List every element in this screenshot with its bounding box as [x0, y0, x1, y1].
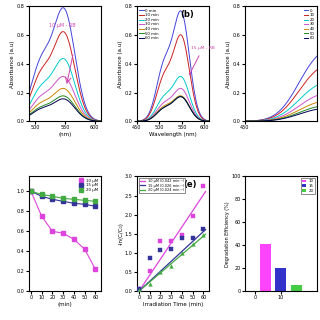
Line: 15 μM: 15 μM [29, 190, 97, 208]
Legend: 10, 15, 20: 10, 15, 20 [301, 178, 315, 194]
20 μM (0.024 min⁻¹) [149, 279, 153, 283]
Line: 10 μM: 10 μM [29, 190, 97, 271]
10 μM [29, 189, 33, 193]
10 μM (0.042 min⁻¹) [137, 289, 141, 293]
Point [147, 255, 152, 260]
10 μM [93, 267, 97, 271]
15 μM (0.026 min⁻¹) [140, 287, 144, 291]
Point [180, 232, 185, 237]
Point [136, 287, 141, 292]
Legend: 0 min, 10 min, 20 min, 30 min, 40 min, 50 min, 60 min: 0 min, 10 min, 20 min, 30 min, 40 min, 5… [139, 8, 159, 41]
20 μM [29, 189, 33, 193]
20 μM [51, 195, 54, 198]
Bar [275, 268, 286, 291]
10 μM [40, 214, 44, 218]
Point [158, 269, 163, 275]
Point [201, 183, 206, 188]
15 μM [61, 199, 65, 203]
Text: (e): (e) [184, 180, 197, 189]
15 μM [29, 189, 33, 193]
Point [201, 232, 206, 237]
Line: 10 μM (0.042 min⁻¹): 10 μM (0.042 min⁻¹) [139, 191, 205, 291]
10 μM (0.042 min⁻¹) [140, 285, 144, 289]
Y-axis label: Absorbance (a.u): Absorbance (a.u) [11, 40, 15, 87]
20 μM (0.024 min⁻¹) [140, 287, 144, 291]
Y-axis label: Absorbance (a.u): Absorbance (a.u) [118, 40, 124, 87]
Point [190, 213, 195, 218]
20 μM [61, 196, 65, 200]
Y-axis label: Degradation Efficiency (%): Degradation Efficiency (%) [225, 201, 230, 267]
Text: 15 μM - RB: 15 μM - RB [189, 46, 215, 75]
Text: (b): (b) [180, 10, 194, 19]
20 μM (0.024 min⁻¹) [155, 274, 159, 278]
Point [180, 236, 185, 241]
10 μM [51, 229, 54, 233]
Point [169, 246, 174, 252]
20 μM [40, 192, 44, 196]
10 μM (0.042 min⁻¹) [141, 283, 145, 287]
Legend: 0, 10, 20, 30, 40, 50, 60: 0, 10, 20, 30, 40, 50, 60 [303, 8, 315, 41]
Point [201, 227, 206, 232]
20 μM (0.024 min⁻¹) [137, 289, 141, 293]
15 μM [83, 203, 87, 206]
Point [136, 287, 141, 292]
Line: 20 μM (0.024 min⁻¹): 20 μM (0.024 min⁻¹) [139, 234, 205, 291]
10 μM [72, 237, 76, 241]
Text: 10 μM - RB: 10 μM - RB [49, 23, 76, 28]
15 μM (0.026 min⁻¹) [204, 228, 207, 231]
Line: 20 μM: 20 μM [29, 190, 97, 203]
Point [158, 239, 163, 244]
20 μM [93, 199, 97, 203]
20 μM (0.024 min⁻¹) [198, 237, 202, 241]
20 μM (0.024 min⁻¹) [141, 286, 145, 290]
15 μM (0.026 min⁻¹) [149, 278, 153, 282]
20 μM [83, 198, 87, 202]
20 μM (0.024 min⁻¹) [204, 232, 207, 236]
Point [147, 282, 152, 287]
20 μM [72, 197, 76, 201]
10 μM [83, 247, 87, 251]
X-axis label: (nm): (nm) [58, 132, 71, 137]
15 μM (0.026 min⁻¹) [200, 231, 204, 235]
Y-axis label: Absorbance (a.u): Absorbance (a.u) [227, 40, 231, 87]
10 μM (0.042 min⁻¹) [200, 195, 204, 198]
X-axis label: Wavelength (nm): Wavelength (nm) [149, 132, 197, 137]
Point [180, 250, 185, 255]
Point [190, 235, 195, 240]
Point [169, 239, 174, 244]
Legend: 10 μM (0.042 min⁻¹), 15 μM (0.026 min⁻¹), 20 μM (0.024 min⁻¹): 10 μM (0.042 min⁻¹), 15 μM (0.026 min⁻¹)… [139, 178, 185, 193]
Bar [260, 244, 271, 291]
X-axis label: (min): (min) [57, 302, 72, 307]
Legend: 10 μM, 15 μM, 20 μM: 10 μM, 15 μM, 20 μM [78, 178, 99, 192]
Point [169, 264, 174, 269]
15 μM (0.026 min⁻¹) [155, 273, 159, 277]
Point [136, 287, 141, 292]
15 μM (0.026 min⁻¹) [198, 233, 202, 237]
X-axis label: Irradiation Time (min): Irradiation Time (min) [143, 302, 203, 307]
Point [147, 269, 152, 274]
15 μM [93, 204, 97, 208]
15 μM [40, 195, 44, 198]
Line: 15 μM (0.026 min⁻¹): 15 μM (0.026 min⁻¹) [139, 229, 205, 291]
10 μM (0.042 min⁻¹) [204, 189, 207, 193]
Y-axis label: -ln(C/C₀): -ln(C/C₀) [118, 222, 124, 245]
15 μM [72, 201, 76, 205]
15 μM (0.026 min⁻¹) [137, 289, 141, 293]
10 μM (0.042 min⁻¹) [198, 198, 202, 202]
20 μM (0.024 min⁻¹) [200, 235, 204, 239]
Point [190, 242, 195, 247]
15 μM (0.026 min⁻¹) [141, 285, 145, 289]
10 μM [61, 231, 65, 235]
10 μM (0.042 min⁻¹) [155, 263, 159, 267]
Point [158, 248, 163, 253]
15 μM [51, 197, 54, 201]
10 μM (0.042 min⁻¹) [149, 271, 153, 275]
Bar [291, 285, 302, 291]
